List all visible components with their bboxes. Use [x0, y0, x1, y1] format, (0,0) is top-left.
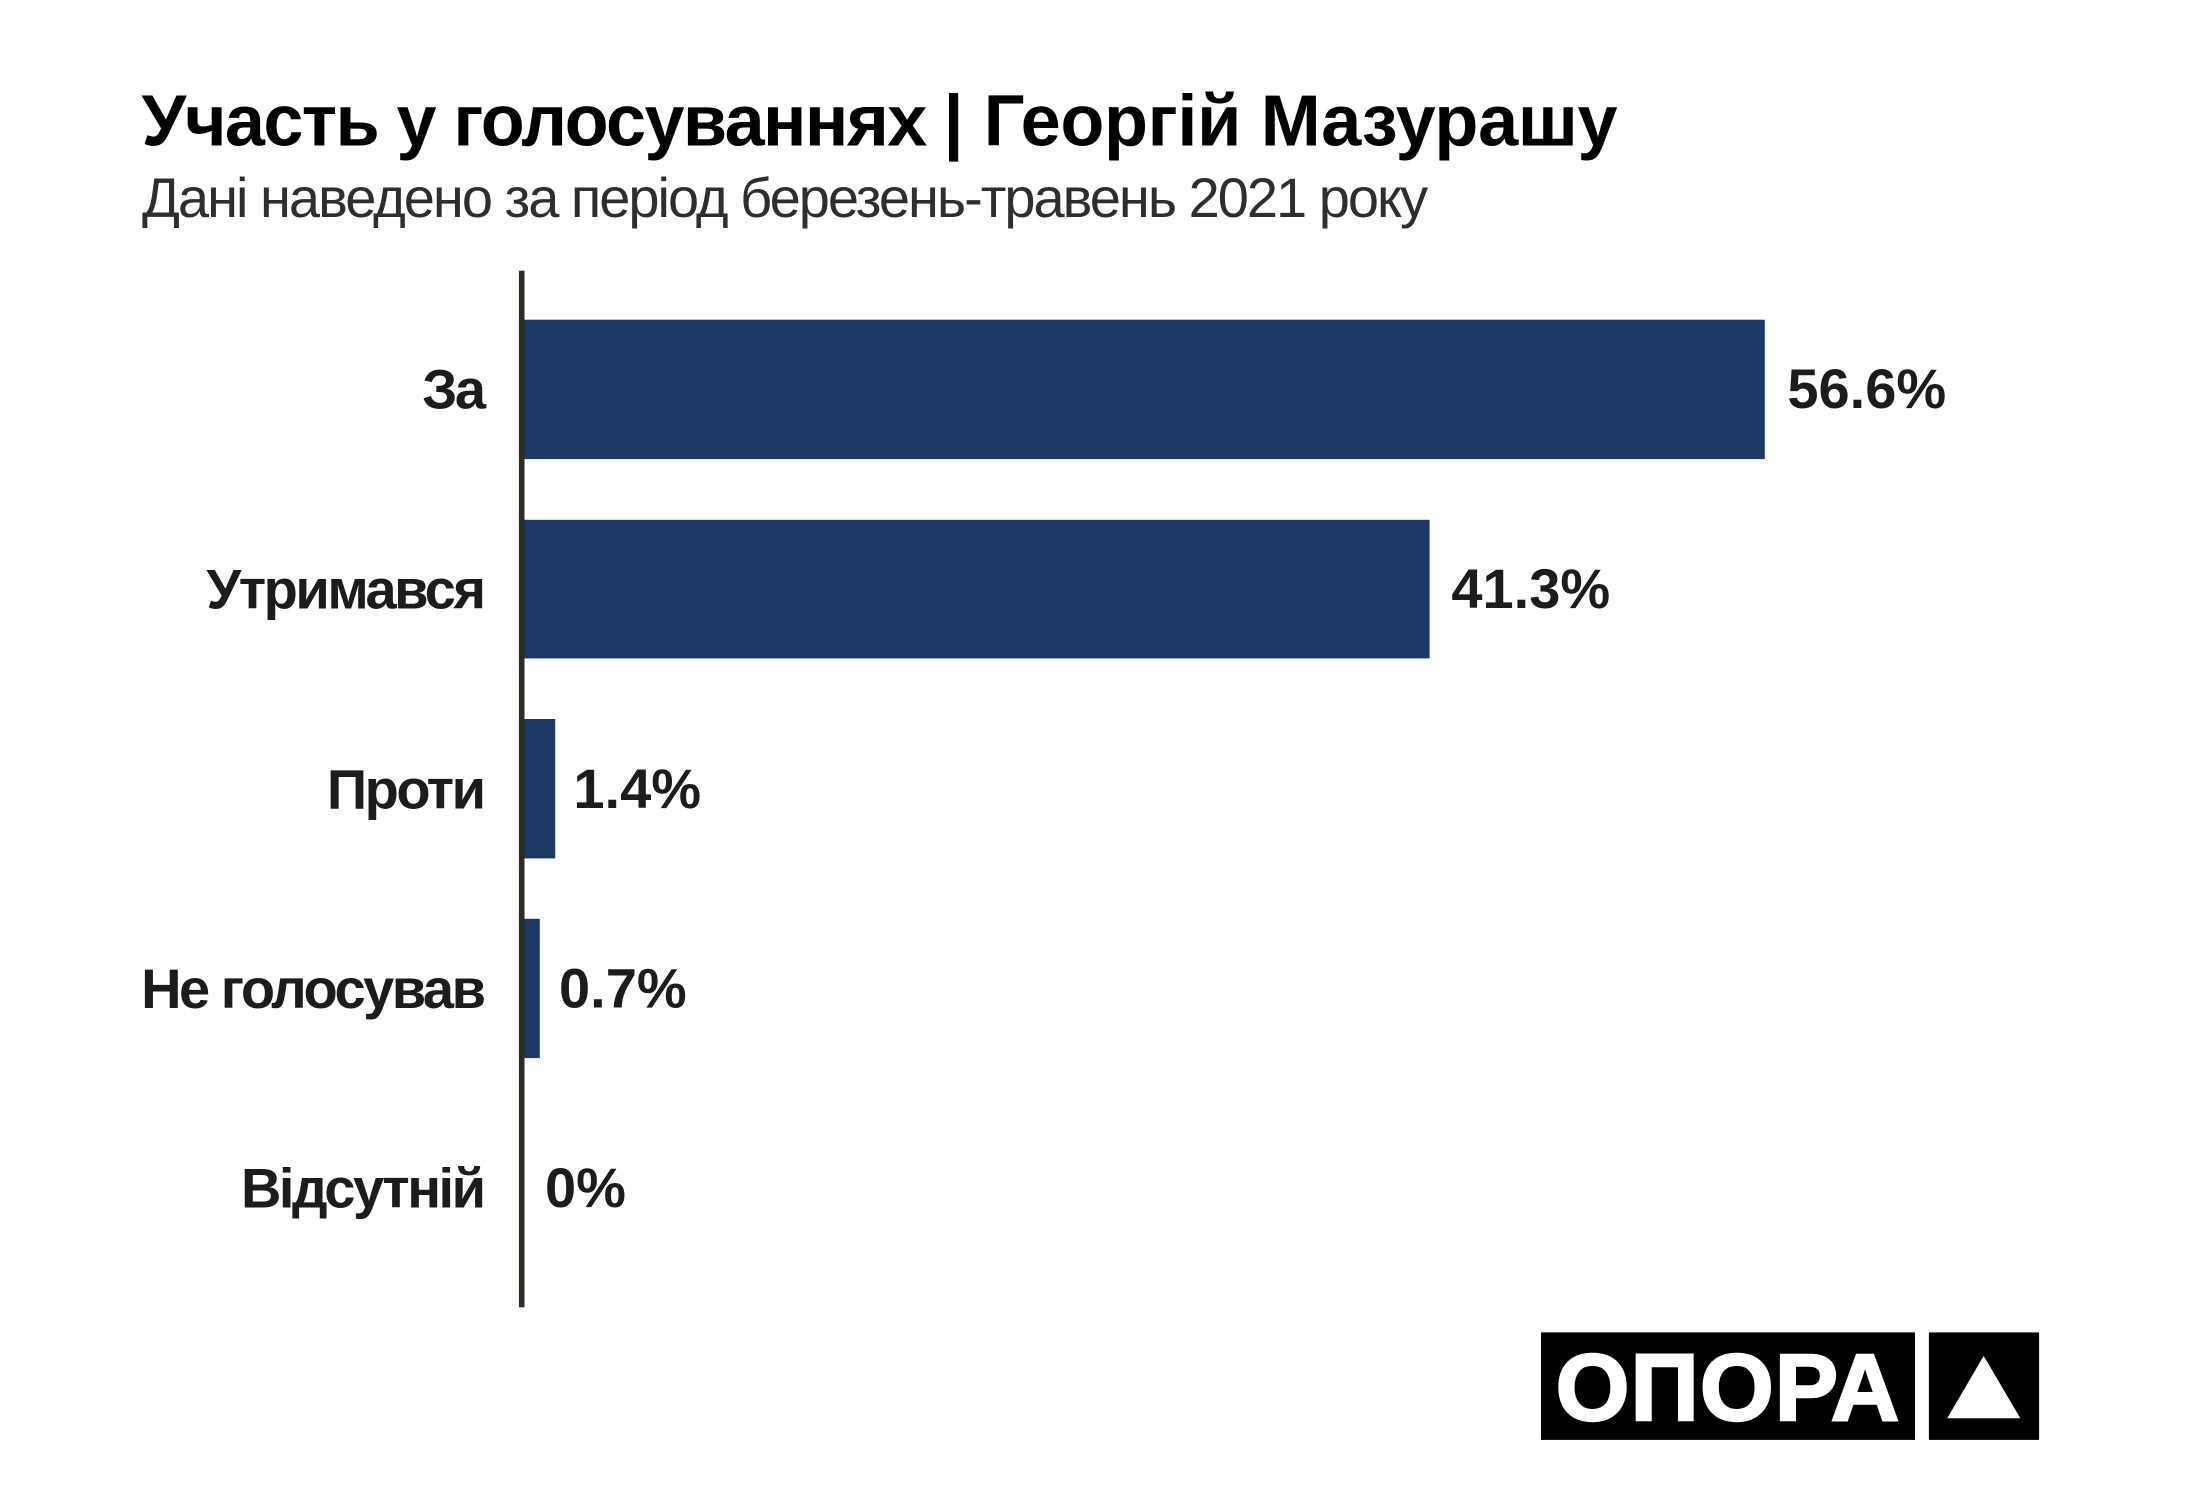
svg-text:ОПОРА: ОПОРА — [1556, 1335, 1901, 1441]
svg-text:За: За — [422, 358, 487, 421]
svg-text:Не голосував: Не голосував — [141, 957, 484, 1020]
svg-text:Проти: Проти — [327, 758, 484, 821]
svg-text:Дані наведено за період березе: Дані наведено за період березень-травень… — [142, 166, 1428, 229]
svg-text:1.4%: 1.4% — [573, 757, 701, 820]
svg-text:Відсутній: Відсутній — [241, 1157, 484, 1220]
svg-text:56.6%: 56.6% — [1787, 357, 1946, 420]
svg-text:0.7%: 0.7% — [559, 957, 687, 1020]
svg-text:Участь у голосуваннях: Участь у голосуваннях — [142, 81, 928, 161]
svg-text:0%: 0% — [545, 1156, 626, 1219]
svg-text:|: | — [944, 81, 964, 161]
svg-text:Георгій Мазурашу: Георгій Мазурашу — [984, 81, 1618, 161]
svg-text:Утримався: Утримався — [206, 558, 483, 621]
svg-text:41.3%: 41.3% — [1451, 557, 1610, 620]
